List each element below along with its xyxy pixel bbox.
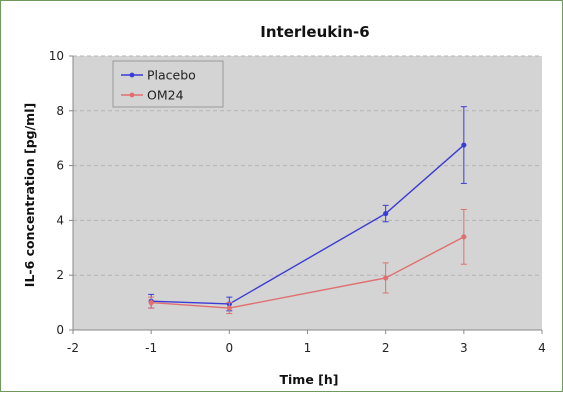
series-om24 bbox=[148, 208, 467, 315]
y-tick-label: 8 bbox=[56, 104, 64, 118]
x-tick-label: -2 bbox=[67, 341, 79, 355]
data-point bbox=[461, 234, 467, 240]
data-point bbox=[148, 300, 154, 306]
y-tick-label: 10 bbox=[49, 49, 64, 63]
chart-title: Interleukin-6 bbox=[260, 23, 369, 41]
x-tick-label: 1 bbox=[304, 341, 312, 355]
y-tick-label: 4 bbox=[56, 213, 64, 227]
legend: Placebo OM24 bbox=[112, 60, 224, 108]
y-tick-label: 6 bbox=[56, 159, 64, 173]
x-tick-label: 0 bbox=[226, 341, 234, 355]
data-point bbox=[226, 305, 232, 311]
legend-item-placebo: Placebo bbox=[121, 68, 196, 83]
data-point bbox=[383, 210, 389, 217]
legend-box bbox=[112, 60, 224, 108]
x-tick-label: 2 bbox=[382, 341, 390, 355]
legend-items: Placebo OM24 bbox=[121, 68, 196, 103]
legend-item-om24: OM24 bbox=[121, 88, 184, 103]
data-point bbox=[461, 142, 467, 148]
series-line bbox=[151, 236, 465, 309]
x-axis-title: Time [h] bbox=[280, 372, 339, 387]
series-line bbox=[151, 144, 465, 305]
x-tick-label: 4 bbox=[538, 341, 546, 355]
legend-label: Placebo bbox=[147, 68, 196, 83]
tick-layer: -2 -1 0 1 2 3 4 0 2 4 6 8 10 bbox=[49, 49, 546, 355]
legend-swatch-marker bbox=[129, 72, 135, 78]
x-tick-label: -1 bbox=[145, 341, 157, 355]
x-tick-label: 3 bbox=[460, 341, 468, 355]
legend-swatch-marker bbox=[129, 92, 135, 98]
y-tick-label: 2 bbox=[56, 268, 64, 282]
y-axis-title: IL-6 concentration [pg/ml] bbox=[22, 103, 37, 287]
y-tick-label: 0 bbox=[56, 323, 64, 337]
legend-label: OM24 bbox=[147, 88, 184, 103]
data-point bbox=[383, 275, 389, 281]
series-layer bbox=[148, 106, 467, 315]
